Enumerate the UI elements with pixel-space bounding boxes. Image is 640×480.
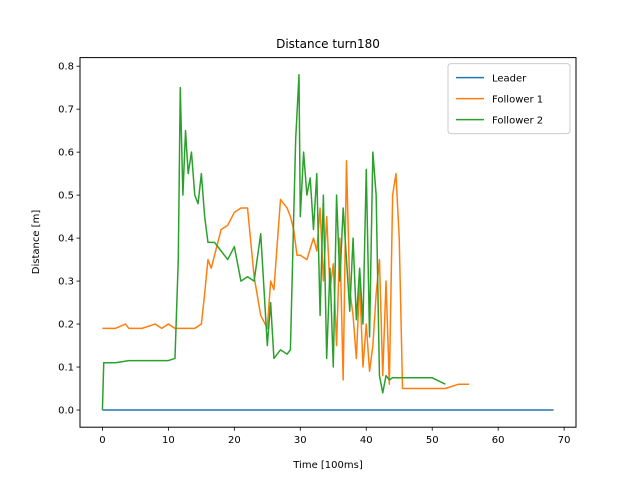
y-tick-label: 0.1 [58, 363, 74, 374]
y-tick-label: 0.7 [58, 105, 74, 116]
x-tick-label: 10 [162, 435, 175, 446]
y-axis-label: Distance [m] [31, 210, 42, 275]
axes-frame [79, 57, 577, 428]
y-axis-ticks: 0.0 0.1 0.2 0.3 0.4 0.5 0.6 0.7 0.8 [58, 62, 80, 417]
y-tick-label: 0.2 [58, 320, 74, 331]
x-tick-label: 30 [294, 435, 307, 446]
x-axis-label: Time [100ms] [292, 460, 363, 471]
y-tick-label: 0.0 [58, 406, 74, 417]
y-tick-label: 0.8 [58, 62, 74, 73]
legend-label: Follower 1 [492, 95, 543, 106]
legend-label: Follower 2 [492, 116, 543, 127]
x-tick-label: 50 [426, 435, 439, 446]
series-line-follower-1 [102, 159, 470, 390]
plot-area [101, 74, 554, 411]
y-tick-label: 0.5 [58, 191, 74, 202]
legend: Leader Follower 1 Follower 2 [447, 63, 571, 135]
legend-box [447, 63, 571, 135]
x-axis-ticks: 0 10 20 30 40 50 60 70 [99, 427, 570, 446]
x-tick-label: 60 [492, 435, 505, 446]
legend-label: Leader [492, 74, 527, 85]
y-tick-label: 0.4 [58, 234, 74, 245]
chart-title: Distance turn180 [276, 37, 380, 51]
x-tick-label: 20 [228, 435, 241, 446]
x-tick-label: 70 [558, 435, 571, 446]
y-tick-label: 0.6 [58, 148, 74, 159]
y-tick-label: 0.3 [58, 277, 74, 288]
series-line-follower-2 [101, 74, 446, 411]
x-tick-label: 0 [99, 435, 105, 446]
x-tick-label: 40 [360, 435, 373, 446]
